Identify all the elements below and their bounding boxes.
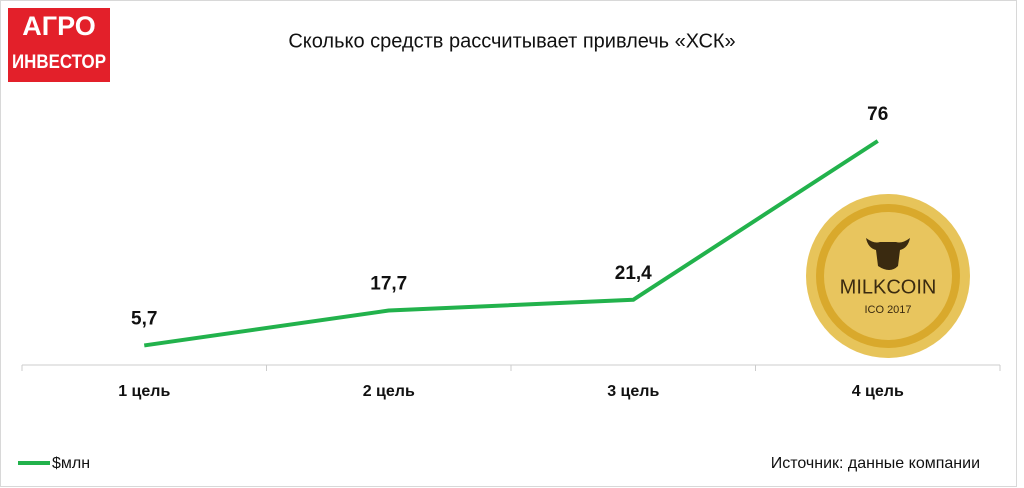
x-tick-label: 3 цель — [607, 383, 659, 400]
data-label: 5,7 — [131, 308, 157, 329]
coin-inner — [824, 212, 952, 340]
x-tick-label: 2 цель — [363, 383, 415, 400]
logo-text: АГРО — [22, 11, 95, 41]
data-label: 76 — [867, 104, 888, 125]
legend-label: $млн — [52, 455, 90, 472]
coin-text: MILKCOIN — [840, 276, 937, 298]
source: Источник: данные компании — [771, 455, 980, 472]
data-label: 21,4 — [615, 263, 652, 284]
logo-box — [8, 8, 110, 82]
line — [143, 139, 879, 348]
data-label: 17,7 — [370, 274, 407, 295]
coin-text: ICO 2017 — [864, 304, 911, 316]
chart-title: Сколько средств рассчитывает привлечь «Х… — [288, 30, 735, 52]
coin: MILKCOIN ICO 2017 — [806, 194, 970, 358]
x-tick-label: 4 цель — [852, 383, 904, 400]
x-tick-label: 1 цель — [118, 383, 170, 400]
coin-icon — [866, 238, 910, 270]
logo-text: ИНВЕСТОР — [12, 52, 106, 73]
